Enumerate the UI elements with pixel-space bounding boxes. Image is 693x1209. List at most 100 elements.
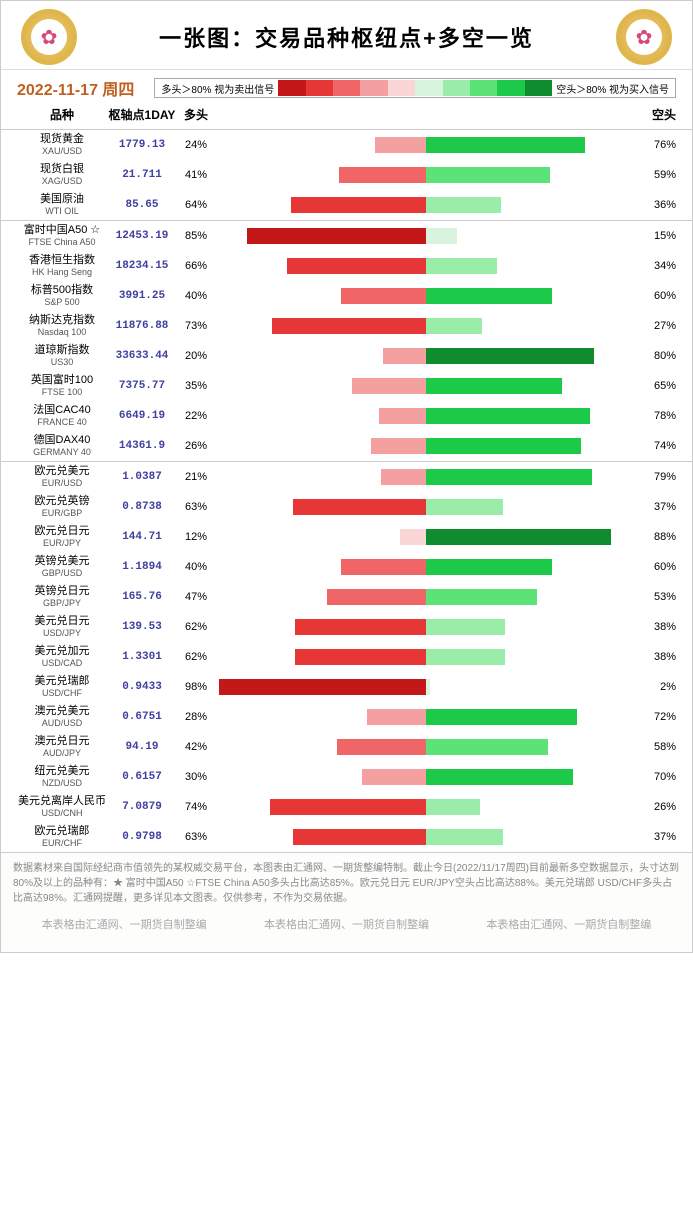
- cell-long-pct: 24%: [177, 139, 215, 151]
- cell-long-pct: 40%: [177, 561, 215, 573]
- name-en: XAG/USD: [17, 176, 107, 187]
- data-row: 欧元兑美元EUR/USD1.038721%79%: [1, 462, 692, 492]
- name-en: EUR/JPY: [17, 538, 107, 549]
- bar-long: [352, 378, 426, 394]
- legend-swatch: [525, 80, 552, 96]
- name-en: GBP/JPY: [17, 598, 107, 609]
- bar-long: [270, 799, 426, 815]
- bar-short: [426, 799, 481, 815]
- data-row: 欧元兑瑞郎EUR/CHF0.979863%37%: [1, 822, 692, 852]
- cell-long-pct: 63%: [177, 831, 215, 843]
- data-row: 欧元兑日元EUR/JPY144.7112%88%: [1, 522, 692, 552]
- legend-short-swatches: [415, 80, 552, 96]
- cell-pivot: 33633.44: [107, 350, 177, 362]
- cell-long-pct: 98%: [177, 681, 215, 693]
- cell-name: 美元兑离岸人民币USD/CNH: [17, 795, 107, 819]
- name-cn: 英镑兑日元: [17, 585, 107, 598]
- cell-bar-chart: [215, 407, 636, 425]
- data-row: 德国DAX40GERMANY 4014361.926%74%: [1, 431, 692, 461]
- bar-long: [327, 589, 426, 605]
- name-cn: 现货黄金: [17, 133, 107, 146]
- footer-text: 数据素材来自国际经纪商市值领先的某权威交易平台，本图表由汇通网、一期货整编特制。…: [13, 861, 680, 906]
- section: 现货黄金XAU/USD1779.1324%76%现货白银XAG/USD21.71…: [1, 129, 692, 220]
- name-cn: 标普500指数: [17, 284, 107, 297]
- name-en: USD/CHF: [17, 688, 107, 699]
- cell-bar-chart: [215, 768, 636, 786]
- cell-bar-chart: [215, 347, 636, 365]
- cell-name: 现货黄金XAU/USD: [17, 133, 107, 157]
- data-row: 纳斯达克指数Nasdaq 10011876.8873%27%: [1, 311, 692, 341]
- name-en: HK Hang Seng: [17, 267, 107, 278]
- data-row: 美元兑加元USD/CAD1.330162%38%: [1, 642, 692, 672]
- cell-pivot: 144.71: [107, 531, 177, 543]
- data-row: 法国CAC40FRANCE 406649.1922%78%: [1, 401, 692, 431]
- cell-name: 欧元兑日元EUR/JPY: [17, 525, 107, 549]
- bar-short: [426, 408, 590, 424]
- name-en: EUR/GBP: [17, 508, 107, 519]
- name-cn: 欧元兑英镑: [17, 495, 107, 508]
- cell-pivot: 1.3301: [107, 651, 177, 663]
- cell-short-pct: 65%: [636, 380, 676, 392]
- cell-name: 澳元兑美元AUD/USD: [17, 705, 107, 729]
- legend-swatch: [333, 80, 360, 96]
- cell-name: 道琼斯指数US30: [17, 344, 107, 368]
- cell-pivot: 165.76: [107, 591, 177, 603]
- data-row: 现货黄金XAU/USD1779.1324%76%: [1, 130, 692, 160]
- cell-pivot: 7.0879: [107, 801, 177, 813]
- cell-name: 法国CAC40FRANCE 40: [17, 404, 107, 428]
- bar-long: [381, 469, 425, 485]
- data-row: 澳元兑日元AUD/JPY94.1942%58%: [1, 732, 692, 762]
- flower-icon: ✿: [636, 25, 653, 50]
- name-cn: 富时中国A50 ☆: [17, 224, 107, 237]
- cell-name: 纽元兑美元NZD/USD: [17, 765, 107, 789]
- cell-short-pct: 37%: [636, 831, 676, 843]
- cell-pivot: 6649.19: [107, 410, 177, 422]
- name-cn: 法国CAC40: [17, 404, 107, 417]
- cell-bar-chart: [215, 196, 636, 214]
- name-en: USD/CNH: [17, 808, 107, 819]
- cell-pivot: 21.711: [107, 169, 177, 181]
- name-en: GERMANY 40: [17, 447, 107, 458]
- col-pivot-header: 枢轴点1DAY: [107, 106, 177, 123]
- name-en: GBP/USD: [17, 568, 107, 579]
- data-row: 美元兑离岸人民币USD/CNH7.087974%26%: [1, 792, 692, 822]
- credit-2: 本表格由汇通网、一期货自制整编: [264, 916, 429, 932]
- cell-short-pct: 74%: [636, 440, 676, 452]
- cell-bar-chart: [215, 798, 636, 816]
- date-text: 2022-11-17 周四: [17, 76, 134, 100]
- bar-long: [337, 739, 425, 755]
- cell-short-pct: 80%: [636, 350, 676, 362]
- cell-pivot: 0.9798: [107, 831, 177, 843]
- bar-long: [341, 288, 425, 304]
- cell-short-pct: 34%: [636, 260, 676, 272]
- data-row: 现货白银XAG/USD21.71141%59%: [1, 160, 692, 190]
- cell-pivot: 18234.15: [107, 260, 177, 272]
- legend-swatch: [388, 80, 415, 96]
- bar-short: [426, 228, 458, 244]
- cell-name: 欧元兑英镑EUR/GBP: [17, 495, 107, 519]
- cell-short-pct: 27%: [636, 320, 676, 332]
- cell-long-pct: 35%: [177, 380, 215, 392]
- bar-long: [339, 167, 425, 183]
- cell-short-pct: 60%: [636, 561, 676, 573]
- cell-short-pct: 38%: [636, 621, 676, 633]
- bar-long: [295, 619, 426, 635]
- bar-long: [375, 137, 426, 153]
- cell-pivot: 7375.77: [107, 380, 177, 392]
- cell-bar-chart: [215, 287, 636, 305]
- cell-pivot: 1.1894: [107, 561, 177, 573]
- cell-bar-chart: [215, 528, 636, 546]
- data-row: 英镑兑美元GBP/USD1.189440%60%: [1, 552, 692, 582]
- name-cn: 纳斯达克指数: [17, 314, 107, 327]
- cell-bar-chart: [215, 257, 636, 275]
- legend-box: 多头＞80% 视为卖出信号 空头＞80% 视为买入信号: [154, 78, 676, 98]
- credit-3: 本表格由汇通网、一期货自制整编: [486, 916, 651, 932]
- cell-long-pct: 64%: [177, 199, 215, 211]
- name-cn: 纽元兑美元: [17, 765, 107, 778]
- bar-short: [426, 378, 563, 394]
- name-en: Nasdaq 100: [17, 327, 107, 338]
- name-en: AUD/USD: [17, 718, 107, 729]
- cell-pivot: 0.6751: [107, 711, 177, 723]
- name-cn: 现货白银: [17, 163, 107, 176]
- data-row: 标普500指数S&P 5003991.2540%60%: [1, 281, 692, 311]
